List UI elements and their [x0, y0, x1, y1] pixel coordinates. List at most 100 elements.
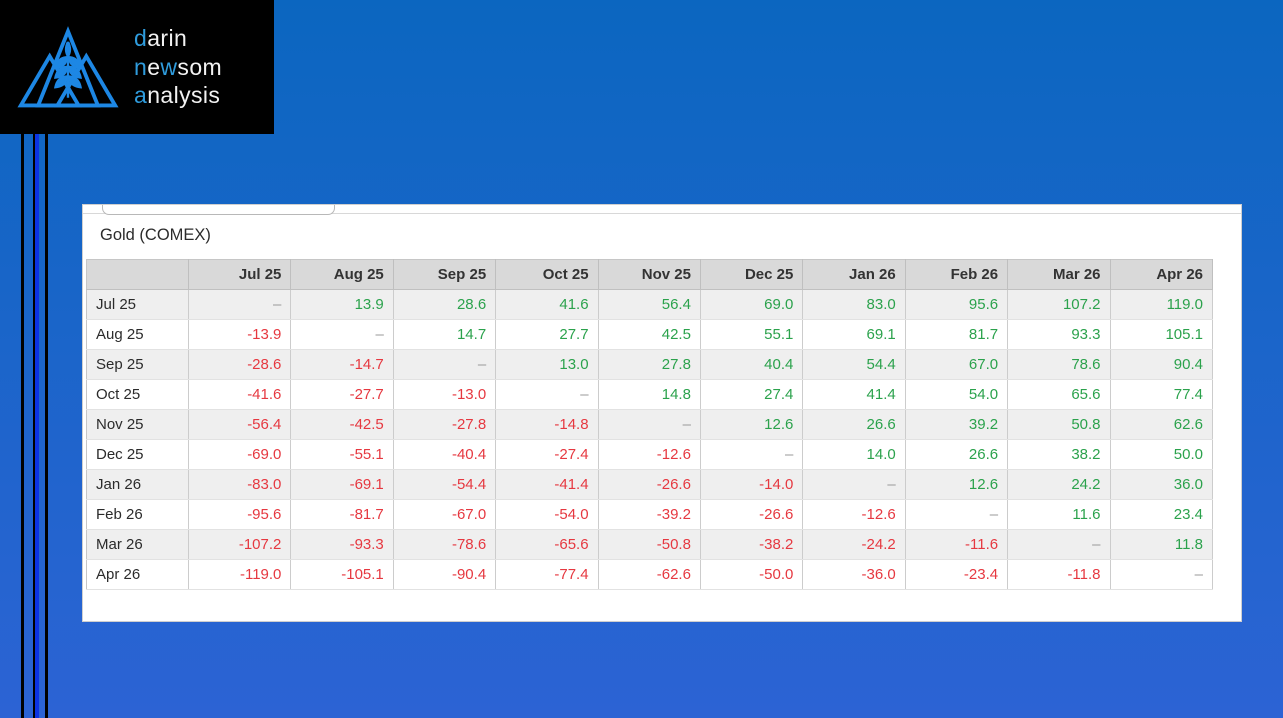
row-header: Nov 25	[86, 409, 189, 440]
spread-value-cell: -12.6	[598, 439, 701, 470]
column-header: Sep 25	[393, 259, 497, 290]
spread-value-cell: 24.2	[1007, 469, 1111, 500]
table-header: Jul 25 Aug 25 Sep 25 Oct 25 Nov 25 Dec 25 Jan …	[86, 259, 1214, 290]
spread-value-cell: 93.3	[1007, 319, 1111, 350]
spread-value-cell: -50.0	[700, 559, 804, 590]
table-row: Dec 25 -69.0 -55.1 -40.4 -27.4 -12.6–14.0 26.6…	[86, 439, 1214, 470]
spread-value-cell: -39.2	[598, 499, 701, 530]
spread-value-cell: –	[188, 289, 292, 320]
column-header: Oct 25	[495, 259, 599, 290]
spread-value-cell: -26.6	[598, 469, 701, 500]
column-header: Nov 25	[598, 259, 701, 290]
table-row: Sep 25 -28.6 -14.7–13.0 27.8 40.4 54.4 67.0 78.…	[86, 349, 1214, 380]
clipped-dropdown-control[interactable]	[102, 205, 335, 215]
row-header: Oct 25	[86, 379, 189, 410]
spread-value-cell: -14.0	[700, 469, 804, 500]
logo-line: darin	[134, 24, 222, 53]
spread-value-cell: –	[802, 469, 906, 500]
logo-line: newsom	[134, 53, 222, 82]
spread-value-cell: 12.6	[905, 469, 1009, 500]
spread-value-cell: –	[700, 439, 804, 470]
spread-value-cell: –	[290, 319, 394, 350]
row-header: Apr 26	[86, 559, 189, 590]
logo-accent-letter: a	[134, 82, 148, 109]
row-header: Jul 25	[86, 289, 189, 320]
spread-matrix-panel: Gold (COMEX) Jul 25 Aug 25 Sep 25 Oct 25 Nov…	[82, 204, 1242, 622]
left-edge-line	[45, 0, 48, 718]
spread-value-cell: -27.8	[393, 409, 497, 440]
spread-value-cell: 81.7	[905, 319, 1009, 350]
spread-value-cell: 54.4	[802, 349, 906, 380]
spread-value-cell: -62.6	[598, 559, 701, 590]
spread-value-cell: -105.1	[290, 559, 394, 590]
spread-value-cell: -28.6	[188, 349, 292, 380]
row-header: Jan 26	[86, 469, 189, 500]
spread-value-cell: 14.7	[393, 319, 497, 350]
spread-value-cell: -90.4	[393, 559, 497, 590]
spread-value-cell: 11.6	[1007, 499, 1111, 530]
spread-value-cell: 69.0	[700, 289, 804, 320]
spread-value-cell: 36.0	[1110, 469, 1214, 500]
spread-value-cell: -38.2	[700, 529, 804, 560]
spread-value-cell: 41.6	[495, 289, 599, 320]
spread-value-cell: 41.4	[802, 379, 906, 410]
spread-value-cell: 50.8	[1007, 409, 1111, 440]
spread-value-cell: -56.4	[188, 409, 292, 440]
spread-value-cell: -14.8	[495, 409, 599, 440]
spread-value-cell: –	[598, 409, 701, 440]
logo-accent-letter: n	[134, 53, 148, 80]
spread-value-cell: -54.4	[393, 469, 497, 500]
spread-value-cell: 14.0	[802, 439, 906, 470]
spread-matrix-table: Jul 25 Aug 25 Sep 25 Oct 25 Nov 25 Dec 25 Jan …	[86, 259, 1214, 590]
header-row: Jul 25 Aug 25 Sep 25 Oct 25 Nov 25 Dec 25 Jan …	[86, 259, 1214, 290]
spread-value-cell: 38.2	[1007, 439, 1111, 470]
spread-value-cell: -14.7	[290, 349, 394, 380]
spread-value-cell: 14.8	[598, 379, 701, 410]
column-header: Aug 25	[290, 259, 394, 290]
table-row: Apr 26 -119.0 -105.1 -90.4 -77.4 -62.6 -50.0 -3…	[86, 559, 1214, 590]
spread-value-cell: -41.6	[188, 379, 292, 410]
spread-value-cell: -81.7	[290, 499, 394, 530]
table-row: Feb 26 -95.6 -81.7 -67.0 -54.0 -39.2 -26.6 -12.…	[86, 499, 1214, 530]
row-header: Aug 25	[86, 319, 189, 350]
spread-value-cell: 13.0	[495, 349, 599, 380]
spread-value-cell: 65.6	[1007, 379, 1111, 410]
spread-value-cell: -23.4	[905, 559, 1009, 590]
spread-value-cell: -107.2	[188, 529, 292, 560]
spread-value-cell: 39.2	[905, 409, 1009, 440]
left-edge-line	[33, 0, 35, 718]
table-row: Jul 25–13.9 28.6 41.6 56.4 69.0 83.0 95.6 107.2…	[86, 289, 1214, 320]
spread-value-cell: 69.1	[802, 319, 906, 350]
spread-value-cell: -55.1	[290, 439, 394, 470]
row-header: Sep 25	[86, 349, 189, 380]
spread-value-cell: -69.0	[188, 439, 292, 470]
row-header: Dec 25	[86, 439, 189, 470]
spread-value-cell: -69.1	[290, 469, 394, 500]
spread-value-cell: -40.4	[393, 439, 497, 470]
spread-value-cell: 62.6	[1110, 409, 1214, 440]
spread-value-cell: 107.2	[1007, 289, 1111, 320]
spread-value-cell: 42.5	[598, 319, 701, 350]
spread-value-cell: 27.8	[598, 349, 701, 380]
table-row: Jan 26 -83.0 -69.1 -54.4 -41.4 -26.6 -14.0–12.…	[86, 469, 1214, 500]
spread-value-cell: -67.0	[393, 499, 497, 530]
spread-value-cell: 67.0	[905, 349, 1009, 380]
spread-value-cell: 26.6	[802, 409, 906, 440]
spread-value-cell: 95.6	[905, 289, 1009, 320]
logo-accent-letter: d	[134, 25, 148, 52]
spread-value-cell: -11.6	[905, 529, 1009, 560]
column-header: Feb 26	[905, 259, 1009, 290]
table-row: Oct 25 -41.6 -27.7 -13.0–14.8 27.4 41.4 54.0 65…	[86, 379, 1214, 410]
column-header: Dec 25	[700, 259, 804, 290]
spread-value-cell: -119.0	[188, 559, 292, 590]
row-header: Feb 26	[86, 499, 189, 530]
spread-value-cell: -26.6	[700, 499, 804, 530]
spread-value-cell: -41.4	[495, 469, 599, 500]
clipped-toolbar-divider	[83, 205, 1241, 214]
spread-value-cell: 83.0	[802, 289, 906, 320]
spread-value-cell: 27.4	[700, 379, 804, 410]
spread-value-cell: -12.6	[802, 499, 906, 530]
spread-value-cell: 28.6	[393, 289, 497, 320]
column-header: Jul 25	[188, 259, 292, 290]
